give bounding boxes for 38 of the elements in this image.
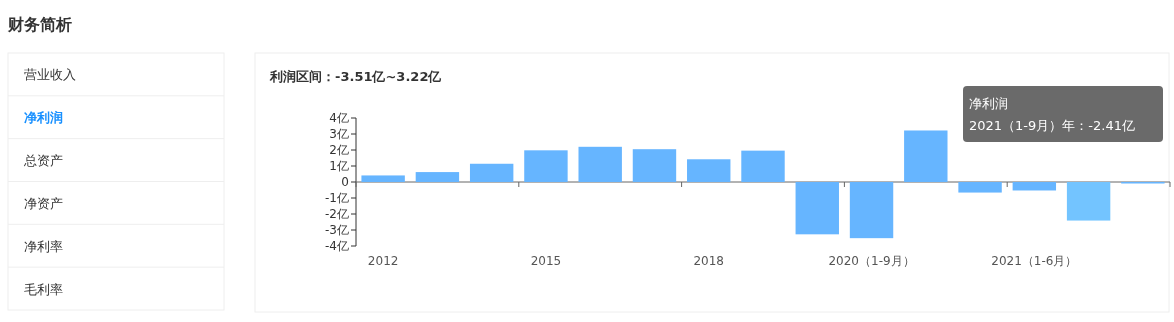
bar — [632, 149, 677, 182]
bar — [415, 172, 460, 182]
bar — [795, 182, 839, 235]
text: 净资产 — [24, 195, 63, 211]
bar — [578, 146, 622, 182]
text: 营业收入 — [24, 67, 76, 83]
bar — [1012, 182, 1057, 191]
tooltip: 净利润 2021（1-9月）年：-2.41亿 — [963, 86, 1163, 142]
bar — [524, 150, 568, 182]
bar — [958, 182, 1002, 193]
y-tick-label: 0 — [341, 175, 349, 189]
text: 财务简析 — [7, 15, 72, 34]
x-tick-label: 2021（1-6月） — [991, 254, 1078, 268]
bar — [1066, 182, 1111, 221]
bar — [741, 150, 785, 182]
y-tick-label: 3亿 — [329, 127, 349, 141]
x-tick-label: 2012 — [367, 254, 399, 268]
text: 净利率 — [24, 238, 63, 254]
text: 毛利率 — [24, 281, 63, 297]
annotation: 2021（1-9月）年：-2.41亿 — [969, 118, 1135, 133]
x-tick-label: 2018 — [693, 254, 725, 268]
x-tick-label: 2015 — [530, 254, 562, 268]
y-tick-label: 4亿 — [329, 111, 349, 125]
y-tick-label: -4亿 — [325, 239, 349, 253]
y-tick-label: 1亿 — [329, 159, 349, 173]
y-tick-label: -1亿 — [325, 191, 349, 205]
y-tick-label: -2亿 — [325, 207, 349, 221]
text: 总资产 — [23, 153, 63, 169]
y-tick-label: 2亿 — [329, 143, 349, 157]
bar — [687, 159, 731, 182]
text: 净利润 — [24, 110, 63, 126]
bar — [849, 182, 894, 239]
bar — [361, 175, 405, 182]
chart-title: 利润区间：-3.51亿~3.22亿 — [269, 69, 443, 84]
bar — [469, 163, 514, 182]
bar — [904, 130, 948, 182]
y-tick-label: -3亿 — [325, 223, 349, 237]
x-tick-label: 2020（1-9月） — [828, 254, 915, 268]
